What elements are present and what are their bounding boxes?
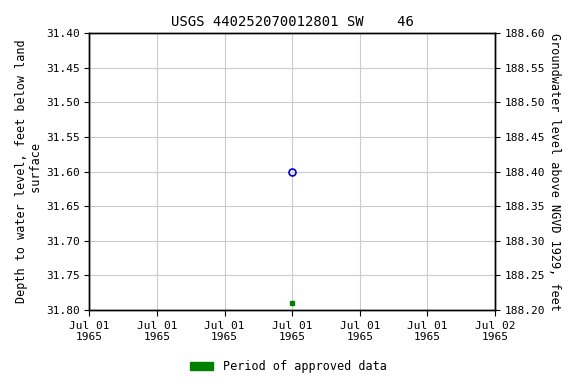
Y-axis label: Depth to water level, feet below land
 surface: Depth to water level, feet below land su… bbox=[15, 40, 43, 303]
Y-axis label: Groundwater level above NGVD 1929, feet: Groundwater level above NGVD 1929, feet bbox=[548, 33, 561, 310]
Legend: Period of approved data: Period of approved data bbox=[185, 356, 391, 378]
Title: USGS 440252070012801 SW    46: USGS 440252070012801 SW 46 bbox=[170, 15, 414, 29]
